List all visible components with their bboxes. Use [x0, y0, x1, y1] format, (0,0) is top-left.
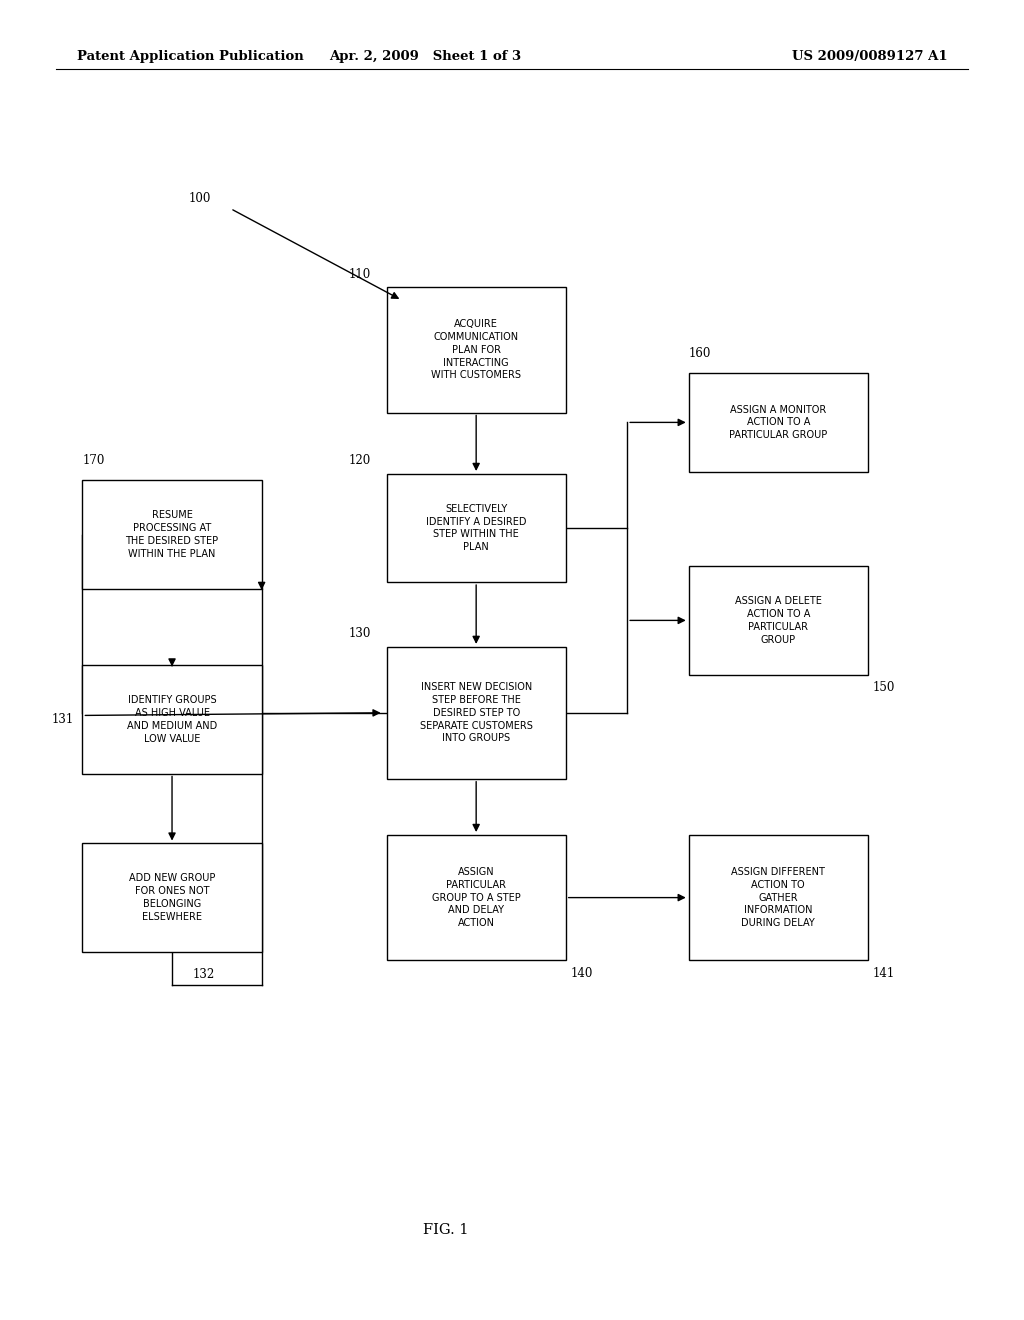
Text: 132: 132: [193, 968, 215, 981]
Text: 150: 150: [872, 681, 895, 694]
Text: 160: 160: [688, 347, 711, 359]
Text: 170: 170: [83, 454, 104, 467]
Bar: [387, 474, 565, 582]
Text: 100: 100: [188, 191, 211, 205]
Text: INSERT NEW DECISION
STEP BEFORE THE
DESIRED STEP TO
SEPARATE CUSTOMERS
INTO GROU: INSERT NEW DECISION STEP BEFORE THE DESI…: [420, 682, 532, 743]
Text: ASSIGN A MONITOR
ACTION TO A
PARTICULAR GROUP: ASSIGN A MONITOR ACTION TO A PARTICULAR …: [729, 405, 827, 440]
Text: RESUME
PROCESSING AT
THE DESIRED STEP
WITHIN THE PLAN: RESUME PROCESSING AT THE DESIRED STEP WI…: [126, 511, 218, 558]
Text: SELECTIVELY
IDENTIFY A DESIRED
STEP WITHIN THE
PLAN: SELECTIVELY IDENTIFY A DESIRED STEP WITH…: [426, 504, 526, 552]
Text: 131: 131: [52, 713, 75, 726]
Bar: [83, 665, 262, 774]
Text: Patent Application Publication: Patent Application Publication: [77, 50, 303, 63]
Text: IDENTIFY GROUPS
AS HIGH VALUE
AND MEDIUM AND
LOW VALUE: IDENTIFY GROUPS AS HIGH VALUE AND MEDIUM…: [127, 696, 217, 743]
Bar: [83, 843, 262, 952]
Text: Apr. 2, 2009   Sheet 1 of 3: Apr. 2, 2009 Sheet 1 of 3: [329, 50, 521, 63]
Text: FIG. 1: FIG. 1: [423, 1224, 468, 1237]
Bar: [688, 566, 867, 675]
Bar: [688, 372, 867, 471]
Text: 140: 140: [571, 966, 593, 979]
Text: ASSIGN
PARTICULAR
GROUP TO A STEP
AND DELAY
ACTION: ASSIGN PARTICULAR GROUP TO A STEP AND DE…: [432, 867, 520, 928]
Bar: [688, 834, 867, 961]
Text: 130: 130: [349, 627, 372, 640]
Bar: [83, 480, 262, 589]
Bar: [387, 288, 565, 412]
Bar: [387, 647, 565, 779]
Text: 141: 141: [872, 966, 895, 979]
Text: ASSIGN DIFFERENT
ACTION TO
GATHER
INFORMATION
DURING DELAY: ASSIGN DIFFERENT ACTION TO GATHER INFORM…: [731, 867, 825, 928]
Text: ADD NEW GROUP
FOR ONES NOT
BELONGING
ELSEWHERE: ADD NEW GROUP FOR ONES NOT BELONGING ELS…: [129, 874, 215, 921]
Bar: [387, 834, 565, 961]
Text: ACQUIRE
COMMUNICATION
PLAN FOR
INTERACTING
WITH CUSTOMERS: ACQUIRE COMMUNICATION PLAN FOR INTERACTI…: [431, 319, 521, 380]
Text: ASSIGN A DELETE
ACTION TO A
PARTICULAR
GROUP: ASSIGN A DELETE ACTION TO A PARTICULAR G…: [735, 597, 821, 644]
Text: US 2009/0089127 A1: US 2009/0089127 A1: [792, 50, 947, 63]
Text: 110: 110: [349, 268, 372, 281]
Text: 120: 120: [349, 454, 372, 467]
